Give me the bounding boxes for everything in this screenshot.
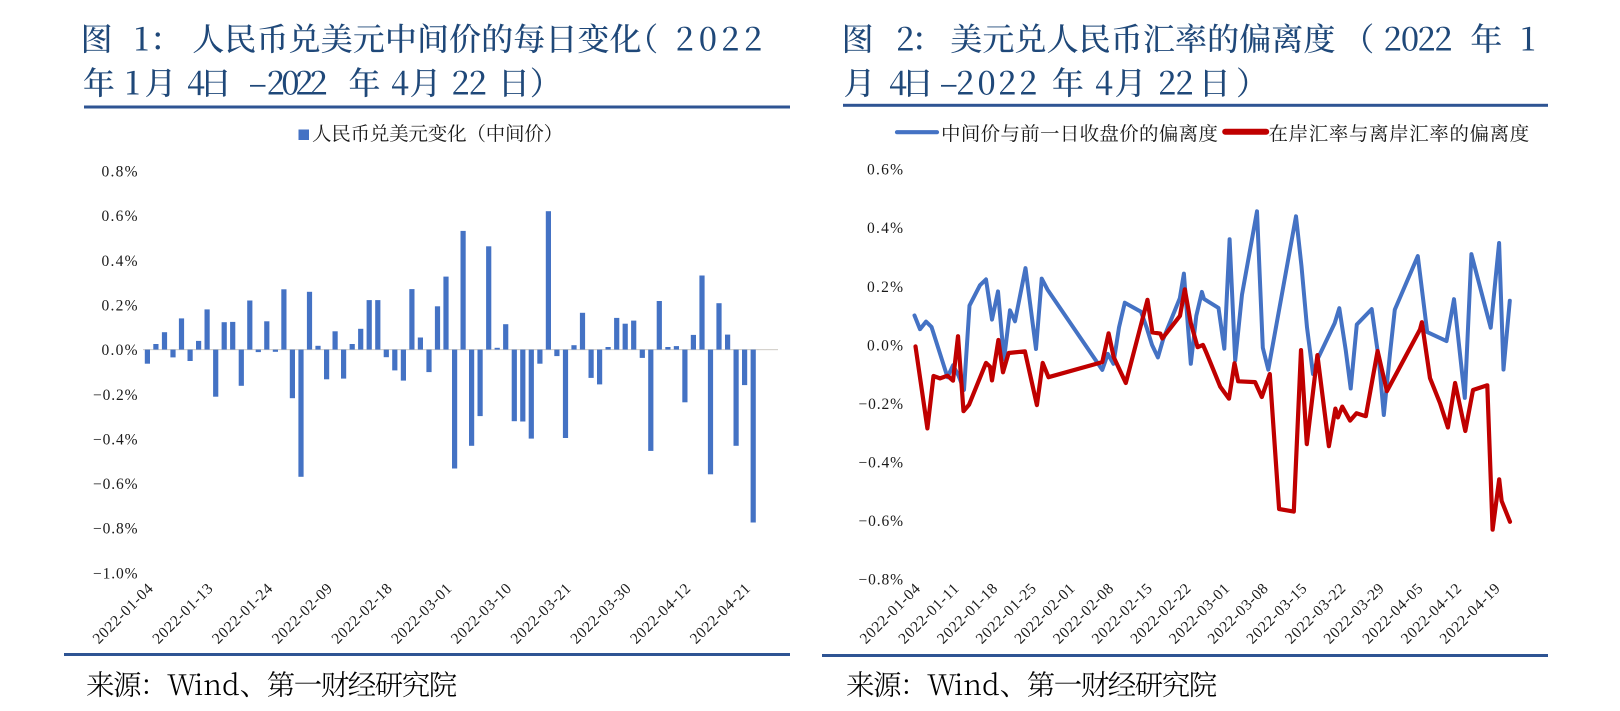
svg-text:2022-03-10: 2022-03-10 <box>448 580 515 647</box>
svg-text:−0.4%: −0.4% <box>93 431 138 448</box>
svg-text:0.4%: 0.4% <box>102 253 138 270</box>
svg-text:0.6%: 0.6% <box>867 162 903 179</box>
svg-text:2022-02-09: 2022-02-09 <box>269 580 336 647</box>
svg-text:0.4%: 0.4% <box>867 220 903 237</box>
svg-text:0.0%: 0.0% <box>102 342 138 359</box>
svg-text:2022-03-30: 2022-03-30 <box>567 580 634 647</box>
svg-text:0.2%: 0.2% <box>102 298 138 315</box>
svg-text:−1.0%: −1.0% <box>93 565 138 582</box>
svg-text:0.6%: 0.6% <box>102 208 138 225</box>
svg-text:2022-03-21: 2022-03-21 <box>508 580 575 647</box>
svg-text:−0.8%: −0.8% <box>859 571 904 588</box>
svg-text:−0.8%: −0.8% <box>93 521 138 538</box>
svg-text:−0.6%: −0.6% <box>859 513 904 530</box>
svg-text:2022-03-01: 2022-03-01 <box>388 580 455 647</box>
svg-text:2022-01-04: 2022-01-04 <box>90 580 157 647</box>
svg-text:−0.2%: −0.2% <box>859 396 904 413</box>
svg-text:2022-02-18: 2022-02-18 <box>328 580 395 647</box>
svg-text:0.0%: 0.0% <box>867 337 903 354</box>
svg-text:0.8%: 0.8% <box>102 164 138 181</box>
svg-text:2022-01-24: 2022-01-24 <box>209 580 276 647</box>
svg-text:−0.4%: −0.4% <box>859 454 904 471</box>
svg-text:2022-01-13: 2022-01-13 <box>149 580 216 647</box>
svg-text:−0.6%: −0.6% <box>93 476 138 493</box>
svg-text:2022-04-12: 2022-04-12 <box>627 580 694 647</box>
svg-text:0.2%: 0.2% <box>867 279 903 296</box>
svg-text:2022-04-21: 2022-04-21 <box>687 580 754 647</box>
svg-text:−0.2%: −0.2% <box>93 387 138 404</box>
